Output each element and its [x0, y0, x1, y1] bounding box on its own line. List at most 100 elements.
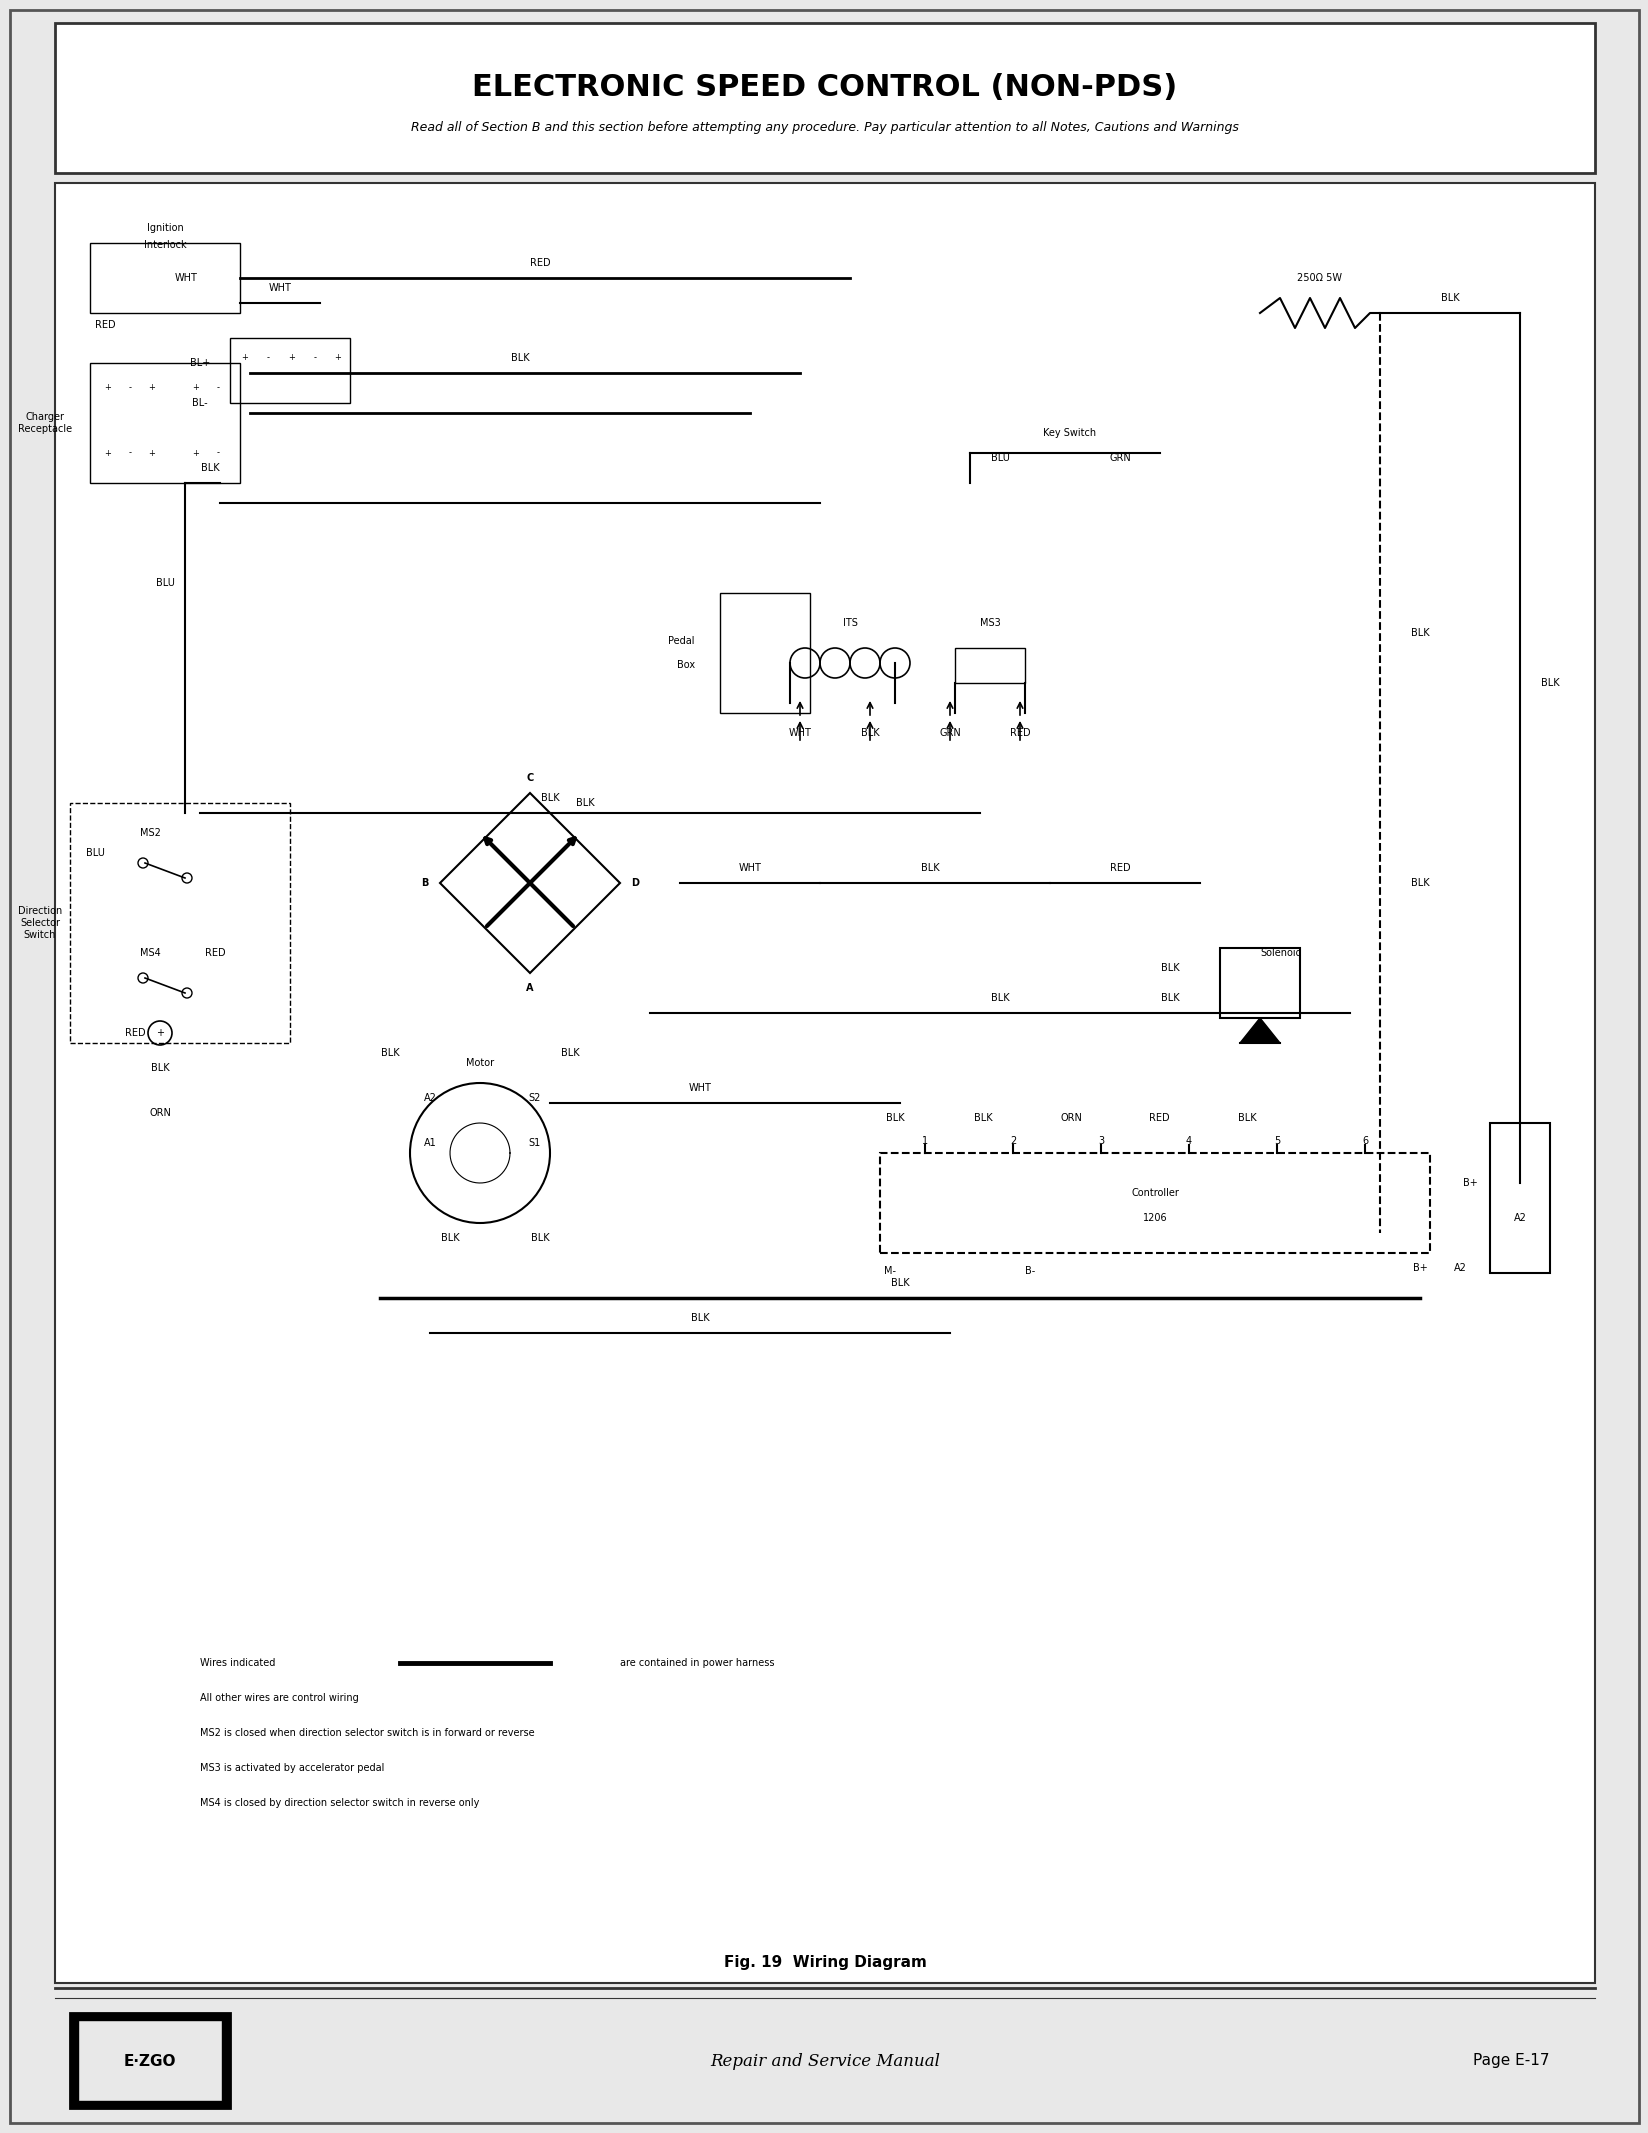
Text: -: - — [129, 384, 132, 392]
Text: E·ZGO: E·ZGO — [124, 2054, 176, 2069]
Text: BLK: BLK — [1238, 1113, 1256, 1122]
Text: BLK: BLK — [381, 1047, 399, 1058]
Text: BLK: BLK — [1539, 678, 1559, 689]
Text: BLK: BLK — [920, 864, 939, 872]
Text: ORN: ORN — [1060, 1113, 1081, 1122]
Text: Read all of Section B and this section before attempting any procedure. Pay part: Read all of Section B and this section b… — [410, 122, 1238, 134]
Text: MS2: MS2 — [140, 828, 162, 838]
Bar — [69, 802, 290, 1043]
Text: S2: S2 — [529, 1092, 541, 1103]
Text: B-: B- — [1025, 1267, 1035, 1276]
Text: 2: 2 — [1009, 1137, 1015, 1145]
Text: 6: 6 — [1361, 1137, 1368, 1145]
Text: Box: Box — [676, 659, 694, 670]
Text: BL+: BL+ — [190, 358, 209, 369]
Text: MS4: MS4 — [140, 947, 160, 958]
Text: Fig. 19  Wiring Diagram: Fig. 19 Wiring Diagram — [723, 1956, 926, 1971]
Text: Page E-17: Page E-17 — [1473, 2054, 1549, 2069]
Text: 1206: 1206 — [1142, 1214, 1167, 1222]
Text: A2: A2 — [1513, 1214, 1526, 1222]
Text: BL-: BL- — [193, 399, 208, 407]
Text: -: - — [267, 354, 269, 363]
Bar — [229, 337, 349, 403]
Text: 4: 4 — [1185, 1137, 1192, 1145]
Text: A2: A2 — [424, 1092, 437, 1103]
Text: BLK: BLK — [1160, 962, 1178, 973]
Text: B: B — [420, 879, 428, 887]
Text: BLK: BLK — [972, 1113, 992, 1122]
Bar — [720, 593, 809, 712]
Text: are contained in power harness: are contained in power harness — [620, 1657, 775, 1668]
Text: MS4 is closed by direction selector switch in reverse only: MS4 is closed by direction selector swit… — [199, 1798, 480, 1809]
Text: WHT: WHT — [175, 273, 198, 284]
Text: Controller: Controller — [1131, 1188, 1178, 1199]
Text: +: + — [104, 448, 112, 456]
Text: BLK: BLK — [440, 1233, 460, 1244]
Text: WHT: WHT — [689, 1084, 710, 1092]
Text: -: - — [216, 448, 219, 456]
Text: RED: RED — [94, 320, 115, 331]
Text: WHT: WHT — [738, 864, 761, 872]
Bar — [69, 2014, 229, 2107]
Text: B+: B+ — [1462, 1177, 1477, 1188]
Text: +: + — [335, 354, 341, 363]
Text: A2: A2 — [1452, 1263, 1465, 1273]
Text: Wires indicated: Wires indicated — [199, 1657, 275, 1668]
Bar — [1490, 1122, 1549, 1273]
Text: Interlock: Interlock — [143, 241, 186, 250]
Text: MS2 is closed when direction selector switch is in forward or reverse: MS2 is closed when direction selector sw… — [199, 1728, 534, 1738]
Text: RED: RED — [1009, 727, 1030, 738]
Text: ELECTRONIC SPEED CONTROL (NON-PDS): ELECTRONIC SPEED CONTROL (NON-PDS) — [471, 73, 1177, 102]
Bar — [880, 1154, 1429, 1252]
Text: GRN: GRN — [939, 727, 961, 738]
Text: BLK: BLK — [201, 463, 219, 474]
Text: Pedal: Pedal — [667, 636, 694, 646]
Text: BLK: BLK — [990, 994, 1009, 1003]
Text: C: C — [526, 772, 534, 783]
Text: B+: B+ — [1412, 1263, 1427, 1273]
Text: ORN: ORN — [148, 1107, 171, 1118]
Text: BLK: BLK — [885, 1113, 903, 1122]
Bar — [77, 2020, 222, 2101]
Text: BLU: BLU — [155, 578, 175, 589]
Text: +: + — [288, 354, 295, 363]
Text: All other wires are control wiring: All other wires are control wiring — [199, 1694, 359, 1702]
Text: BLK: BLK — [890, 1278, 908, 1288]
Bar — [54, 23, 1594, 173]
Text: RED: RED — [204, 947, 226, 958]
Text: Solenoid: Solenoid — [1259, 947, 1300, 958]
Text: RED: RED — [1149, 1113, 1168, 1122]
Text: BLK: BLK — [1409, 879, 1429, 887]
Text: S1: S1 — [529, 1139, 541, 1148]
Text: D: D — [631, 879, 639, 887]
Text: BLU: BLU — [86, 849, 104, 857]
Text: BLK: BLK — [560, 1047, 578, 1058]
Text: BLK: BLK — [531, 1233, 549, 1244]
Text: M-: M- — [883, 1267, 895, 1276]
Text: Direction
Selector
Switch: Direction Selector Switch — [18, 907, 63, 941]
Text: MS3 is activated by accelerator pedal: MS3 is activated by accelerator pedal — [199, 1764, 384, 1773]
Text: BLK: BLK — [1440, 292, 1458, 303]
Text: 250Ω 5W: 250Ω 5W — [1297, 273, 1341, 284]
Bar — [91, 363, 241, 482]
Text: BLK: BLK — [575, 798, 593, 808]
Text: -: - — [313, 354, 316, 363]
Text: +: + — [193, 384, 199, 392]
Text: +: + — [148, 384, 155, 392]
Text: BLK: BLK — [1160, 994, 1178, 1003]
Text: ITS: ITS — [842, 619, 857, 627]
Text: MS3: MS3 — [979, 619, 1000, 627]
Text: BLU: BLU — [990, 452, 1009, 463]
Bar — [954, 648, 1025, 683]
Text: +: + — [104, 384, 112, 392]
Text: BLK: BLK — [511, 352, 529, 363]
Text: Ignition: Ignition — [147, 224, 183, 232]
Text: 1: 1 — [921, 1137, 928, 1145]
Text: +: + — [157, 1028, 163, 1039]
Text: WHT: WHT — [269, 284, 292, 292]
Text: BLK: BLK — [150, 1062, 170, 1073]
Text: A: A — [526, 983, 534, 994]
Text: 5: 5 — [1274, 1137, 1279, 1145]
Text: GRN: GRN — [1109, 452, 1131, 463]
Text: WHT: WHT — [788, 727, 811, 738]
